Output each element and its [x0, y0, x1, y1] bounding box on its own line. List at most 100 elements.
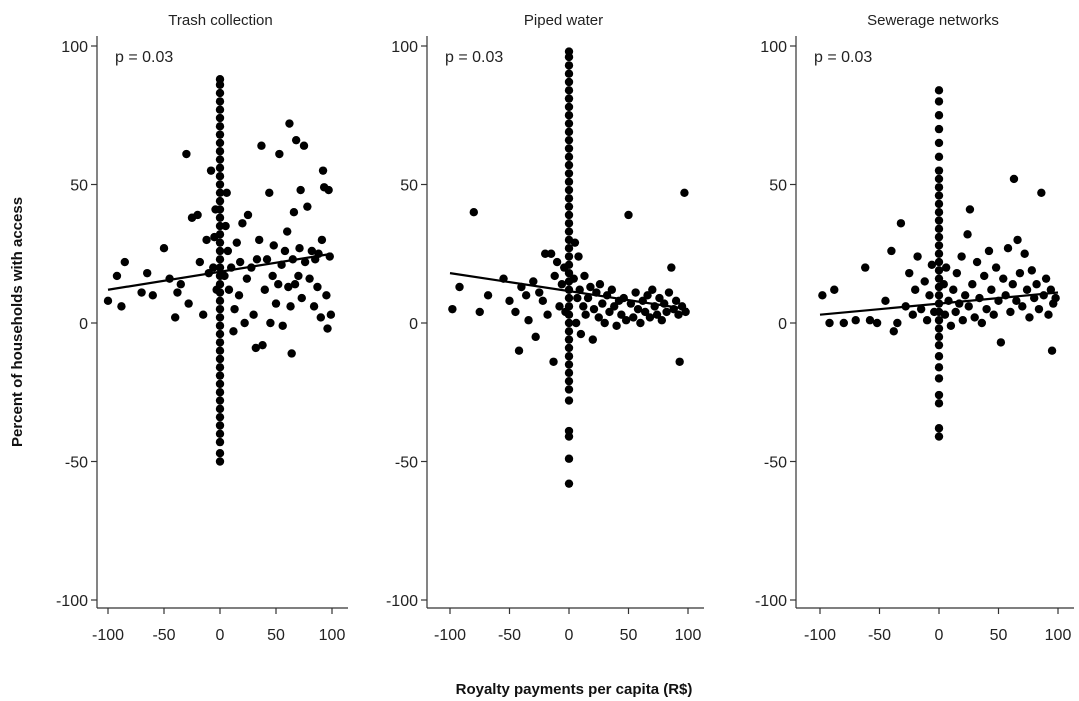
data-point — [624, 210, 633, 220]
data-point — [215, 246, 225, 256]
data-point — [570, 238, 580, 247]
data-point — [206, 166, 216, 175]
data-point — [564, 210, 574, 220]
data-point — [905, 268, 914, 278]
data-point — [215, 437, 225, 447]
y-axis-title: Percent of households with access — [9, 197, 26, 447]
data-point — [564, 61, 574, 70]
data-point — [1037, 188, 1046, 198]
data-point — [972, 257, 982, 267]
data-point — [255, 235, 264, 245]
data-point — [851, 316, 860, 325]
data-point — [538, 296, 548, 306]
data-point — [934, 174, 944, 184]
data-point — [549, 357, 558, 366]
data-point — [1008, 280, 1017, 289]
data-point — [215, 155, 225, 164]
x-tick-label: -100 — [434, 627, 466, 644]
data-point — [569, 274, 578, 283]
data-point — [564, 94, 574, 103]
data-point — [215, 321, 225, 330]
data-point — [958, 316, 967, 325]
data-point — [199, 310, 208, 319]
data-point — [215, 338, 225, 347]
data-point — [234, 291, 244, 300]
data-point — [939, 280, 948, 289]
data-point — [220, 271, 229, 281]
data-point — [987, 285, 996, 294]
data-point — [318, 166, 328, 175]
data-point — [564, 119, 574, 128]
data-point — [251, 343, 261, 353]
data-point — [861, 263, 870, 272]
data-point — [583, 293, 593, 303]
data-point — [103, 296, 113, 306]
data-point — [564, 169, 574, 178]
data-point — [934, 97, 944, 106]
data-point — [305, 274, 314, 283]
data-point — [934, 324, 944, 333]
data-point — [662, 307, 671, 317]
data-point — [1047, 346, 1057, 355]
x-tick-label: 50 — [267, 627, 285, 644]
data-point — [289, 208, 299, 217]
panel-3: Sewerage networks 100 50 0 -50 -100 -100 -50 0 50… — [755, 12, 1074, 644]
data-point — [564, 479, 574, 488]
x-tick-label: 0 — [216, 627, 225, 644]
regression-line — [449, 272, 689, 311]
data-point — [564, 77, 574, 87]
data-point — [1041, 274, 1051, 283]
data-point — [934, 124, 944, 134]
x-tick-label: 50 — [620, 627, 638, 644]
data-point — [557, 280, 567, 289]
data-point — [934, 352, 944, 361]
data-point — [287, 349, 296, 358]
data-point — [280, 246, 290, 256]
data-point — [645, 313, 655, 322]
data-point — [586, 282, 595, 292]
y-tick-label: 50 — [769, 178, 787, 195]
data-point — [667, 263, 676, 272]
data-point — [573, 293, 582, 303]
data-point — [934, 390, 944, 400]
data-point — [274, 280, 283, 289]
data-point — [617, 310, 626, 319]
data-point — [229, 327, 238, 336]
p-value-annotation: p = 0.03 — [445, 49, 503, 66]
data-point — [934, 432, 944, 441]
x-tick-label: 100 — [675, 627, 702, 644]
data-point — [934, 424, 944, 433]
data-point — [674, 310, 683, 319]
data-point — [968, 280, 977, 289]
data-point — [984, 246, 994, 256]
data-point — [564, 360, 574, 369]
data-point — [934, 374, 944, 383]
data-point — [235, 257, 245, 267]
regression-line — [819, 291, 1059, 316]
data-point — [1020, 249, 1029, 258]
y-tick-label: 50 — [400, 178, 418, 195]
data-point — [555, 302, 564, 311]
data-point — [252, 255, 262, 264]
data-point — [215, 363, 225, 372]
data-point — [633, 304, 643, 314]
data-point — [258, 340, 267, 350]
data-point — [1018, 302, 1027, 311]
panel-1: Trash collection 100 50 0 -50 -100-100 -50 0 50 1… — [56, 12, 348, 644]
data-point — [215, 75, 225, 84]
data-point — [215, 105, 225, 114]
data-point — [655, 293, 664, 303]
data-point — [215, 171, 225, 181]
data-point — [564, 111, 574, 120]
data-point — [143, 268, 152, 278]
data-point — [215, 263, 225, 272]
data-point — [193, 210, 202, 220]
x-tick-label: 0 — [935, 627, 944, 644]
data-point — [215, 147, 225, 156]
data-point — [535, 288, 544, 297]
data-point — [176, 280, 185, 289]
x-tick-label: -50 — [868, 627, 891, 644]
data-point — [564, 160, 574, 170]
data-point — [561, 307, 570, 317]
data-point — [564, 227, 574, 236]
